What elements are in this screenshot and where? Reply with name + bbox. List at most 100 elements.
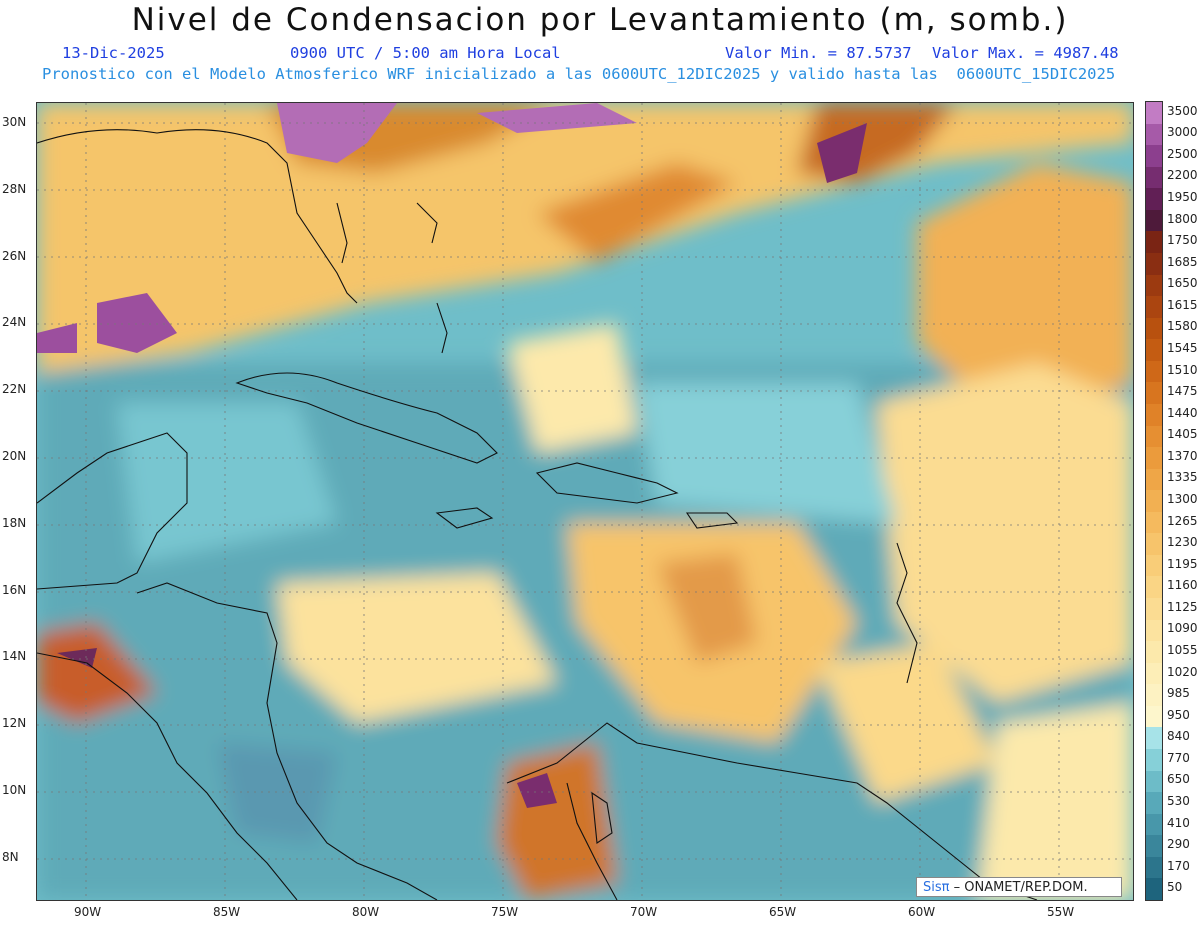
colorbar-swatch bbox=[1146, 102, 1162, 125]
colorbar-swatch bbox=[1146, 554, 1162, 577]
lat-tick-label: 10N bbox=[2, 783, 27, 797]
colorbar-label: 1545 bbox=[1167, 341, 1198, 356]
lat-tick-label: 30N bbox=[2, 115, 27, 129]
colorbar-swatch bbox=[1146, 447, 1162, 470]
lat-tick-label: 18N bbox=[2, 515, 27, 530]
colorbar-label: 1160 bbox=[1167, 578, 1198, 593]
lat-tick-label: 12N bbox=[2, 716, 27, 731]
lat-tick-label: 14N bbox=[2, 649, 27, 664]
colorbar-label: 650 bbox=[1167, 772, 1190, 787]
colorbar-label: 1020 bbox=[1167, 664, 1198, 679]
lat-tick-label: 22N bbox=[2, 382, 27, 397]
colorbar-swatch bbox=[1146, 511, 1162, 534]
colorbar-label: 3000 bbox=[1167, 125, 1198, 140]
colorbar-swatch bbox=[1146, 727, 1162, 750]
colorbar-swatch bbox=[1146, 684, 1162, 707]
colorbar-label: 1300 bbox=[1167, 492, 1198, 506]
colorbar-label: 170 bbox=[1167, 858, 1190, 873]
forecast-map bbox=[36, 102, 1134, 901]
colorbar-label: 1750 bbox=[1167, 233, 1198, 248]
colorbar-swatch bbox=[1146, 856, 1162, 879]
date-label: 13-Dic-2025 bbox=[62, 44, 165, 62]
colorbar-label: 1125 bbox=[1167, 599, 1198, 614]
lon-tick-label: 65W bbox=[769, 905, 797, 919]
colorbar-label: 1195 bbox=[1167, 556, 1198, 571]
sispi-logo: Sisπ bbox=[923, 880, 950, 895]
colorbar-swatch bbox=[1146, 533, 1162, 556]
colorbar-swatch bbox=[1146, 231, 1162, 254]
colorbar-label: 3500 bbox=[1167, 103, 1198, 118]
shaded-field bbox=[37, 103, 1133, 900]
lat-tick-label: 8N bbox=[2, 849, 19, 864]
colorbar-swatch bbox=[1146, 813, 1162, 836]
max-value: Valor Max. = 4987.48 bbox=[932, 44, 1119, 62]
colorbar-swatch bbox=[1146, 403, 1162, 426]
colorbar-swatch bbox=[1146, 878, 1162, 901]
colorbar-label: 1685 bbox=[1167, 254, 1198, 269]
colorbar-label: 1475 bbox=[1167, 384, 1198, 399]
map-canvas bbox=[37, 103, 1133, 900]
lat-tick-label: 28N bbox=[2, 181, 27, 196]
colorbar-swatch bbox=[1146, 468, 1162, 491]
colorbar-swatch bbox=[1146, 835, 1162, 858]
colorbar-swatch bbox=[1146, 770, 1162, 793]
colorbar-swatch bbox=[1146, 598, 1162, 621]
colorbar-label: 1230 bbox=[1167, 535, 1198, 550]
colorbar-label: 1615 bbox=[1167, 297, 1198, 312]
colorbar-label: 1405 bbox=[1167, 427, 1198, 442]
colorbar-label: 410 bbox=[1167, 815, 1190, 830]
graticule bbox=[37, 103, 1133, 900]
colorbar-label: 1055 bbox=[1167, 642, 1198, 657]
colorbar-swatch bbox=[1146, 317, 1162, 340]
colorbar-swatch bbox=[1146, 274, 1162, 297]
lat-tick-label: 16N bbox=[2, 582, 27, 597]
min-value: Valor Min. = 87.5737 bbox=[725, 44, 912, 62]
lat-tick-label: 24N bbox=[2, 315, 27, 330]
colorbar-swatch bbox=[1146, 576, 1162, 599]
colorbar-label: 530 bbox=[1167, 793, 1190, 808]
lon-tick-label: 90W bbox=[74, 905, 102, 919]
credit-text: – ONAMET/REP.DOM. bbox=[953, 880, 1088, 895]
colorbar-label: 1950 bbox=[1167, 190, 1198, 205]
lon-tick-label: 55W bbox=[1047, 905, 1075, 919]
colorbar-label: 985 bbox=[1167, 686, 1190, 701]
colorbar-swatch bbox=[1146, 641, 1162, 664]
colorbar-swatch bbox=[1146, 792, 1162, 815]
colorbar-swatch bbox=[1146, 339, 1162, 362]
map-title: Nivel de Condensacion por Levantamiento … bbox=[131, 2, 1069, 38]
lon-tick-label: 85W bbox=[213, 905, 241, 919]
lat-tick-label: 20N bbox=[2, 449, 27, 463]
colorbar-swatch bbox=[1146, 296, 1162, 319]
lon-tick-label: 80W bbox=[352, 905, 380, 919]
coastlines bbox=[37, 129, 1038, 900]
time-label: 0900 UTC / 5:00 am Hora Local bbox=[290, 44, 561, 62]
lat-tick-label: 26N bbox=[2, 248, 27, 263]
colorbar-label: 1800 bbox=[1167, 211, 1198, 226]
colorbar-label: 770 bbox=[1167, 750, 1190, 765]
colorbar-label: 2200 bbox=[1167, 168, 1198, 183]
colorbar-label: 1090 bbox=[1167, 621, 1198, 636]
lon-tick-label: 70W bbox=[630, 905, 658, 919]
colorbar-swatch bbox=[1146, 360, 1162, 383]
colorbar-label: 1265 bbox=[1167, 513, 1198, 528]
colorbar-swatch bbox=[1146, 166, 1162, 189]
colorbar-label: 950 bbox=[1167, 707, 1190, 722]
colorbar-swatch bbox=[1146, 252, 1162, 276]
colorbar-swatch bbox=[1146, 619, 1162, 642]
colorbar-label: 1510 bbox=[1167, 362, 1198, 377]
colorbar-label: 2500 bbox=[1167, 146, 1198, 161]
colorbar-swatch bbox=[1146, 425, 1162, 448]
colorbar-label: 1370 bbox=[1167, 448, 1198, 463]
colorbar-swatch bbox=[1146, 382, 1162, 405]
colorbar-label: 840 bbox=[1167, 729, 1190, 744]
lon-tick-label: 60W bbox=[908, 905, 936, 919]
colorbar-label: 1650 bbox=[1167, 276, 1198, 291]
colorbar bbox=[1145, 101, 1163, 901]
colorbar-label: 1335 bbox=[1167, 470, 1198, 485]
colorbar-swatch bbox=[1146, 209, 1162, 232]
colorbar-swatch bbox=[1146, 662, 1162, 685]
colorbar-swatch bbox=[1146, 188, 1162, 211]
colorbar-swatch bbox=[1146, 123, 1162, 146]
lon-tick-label: 75W bbox=[491, 905, 519, 919]
model-info: Pronostico con el Modelo Atmosferico WRF… bbox=[42, 65, 1116, 83]
